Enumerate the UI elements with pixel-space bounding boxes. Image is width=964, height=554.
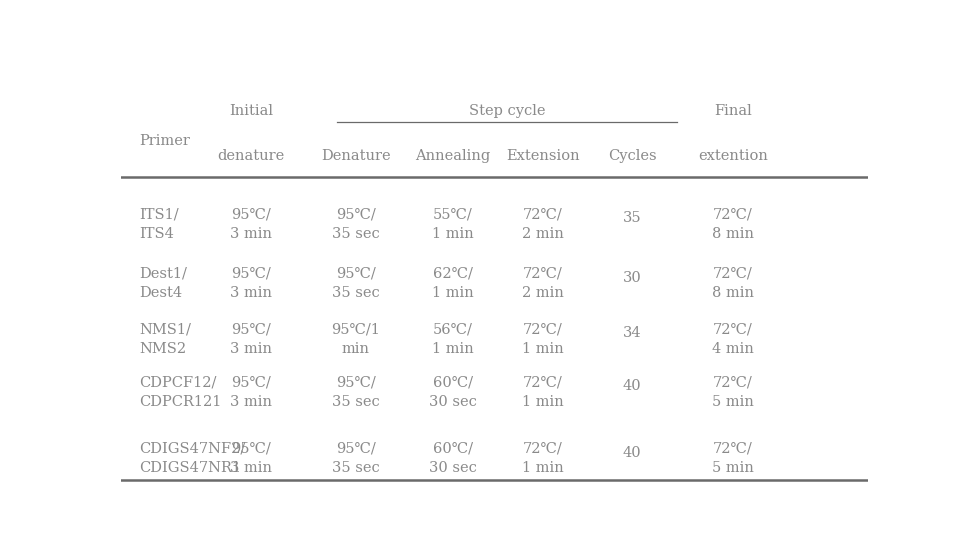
Text: 62℃/
1 min: 62℃/ 1 min [432, 267, 474, 300]
Text: CDPCF12/
CDPCR121: CDPCF12/ CDPCR121 [139, 376, 222, 409]
Text: Denature: Denature [321, 149, 390, 163]
Text: 35: 35 [623, 211, 642, 225]
Text: Cycles: Cycles [608, 149, 656, 163]
Text: 34: 34 [623, 326, 642, 340]
Text: 95℃/
35 sec: 95℃/ 35 sec [332, 207, 380, 241]
Text: 95℃/
3 min: 95℃/ 3 min [230, 442, 272, 475]
Text: Annealing: Annealing [415, 149, 491, 163]
Text: 95℃/
35 sec: 95℃/ 35 sec [332, 376, 380, 409]
Text: ITS1/
ITS4: ITS1/ ITS4 [139, 207, 178, 241]
Text: 95℃/
35 sec: 95℃/ 35 sec [332, 267, 380, 300]
Text: 72℃/
1 min: 72℃/ 1 min [522, 376, 564, 409]
Text: 56℃/
1 min: 56℃/ 1 min [432, 322, 474, 356]
Text: 30: 30 [623, 271, 642, 285]
Text: 72℃/
5 min: 72℃/ 5 min [712, 376, 754, 409]
Text: 95℃/
3 min: 95℃/ 3 min [230, 322, 272, 356]
Text: 72℃/
5 min: 72℃/ 5 min [712, 442, 754, 475]
Text: Final: Final [714, 104, 752, 118]
Text: 72℃/
1 min: 72℃/ 1 min [522, 442, 564, 475]
Text: 40: 40 [623, 445, 642, 459]
Text: 95℃/
35 sec: 95℃/ 35 sec [332, 442, 380, 475]
Text: NMS1/
NMS2: NMS1/ NMS2 [139, 322, 191, 356]
Text: 60℃/
30 sec: 60℃/ 30 sec [429, 442, 477, 475]
Text: 95℃/
3 min: 95℃/ 3 min [230, 267, 272, 300]
Text: extention: extention [698, 149, 768, 163]
Text: 72℃/
1 min: 72℃/ 1 min [522, 322, 564, 356]
Text: 72℃/
2 min: 72℃/ 2 min [522, 207, 564, 241]
Text: Step cycle: Step cycle [469, 104, 546, 118]
Text: 55℃/
1 min: 55℃/ 1 min [432, 207, 474, 241]
Text: 95℃/
3 min: 95℃/ 3 min [230, 376, 272, 409]
Text: denature: denature [218, 149, 285, 163]
Text: 40: 40 [623, 379, 642, 393]
Text: 72℃/
8 min: 72℃/ 8 min [712, 267, 754, 300]
Text: CDIGS47NF2/
CDIGS47NR1: CDIGS47NF2/ CDIGS47NR1 [139, 442, 246, 475]
Text: 95℃/
3 min: 95℃/ 3 min [230, 207, 272, 241]
Text: Dest1/
Dest4: Dest1/ Dest4 [139, 267, 187, 300]
Text: Primer: Primer [139, 134, 190, 148]
Text: Initial: Initial [229, 104, 273, 118]
Text: 72℃/
8 min: 72℃/ 8 min [712, 207, 754, 241]
Text: 95℃/1
min: 95℃/1 min [332, 322, 380, 356]
Text: Extension: Extension [506, 149, 579, 163]
Text: 72℃/
4 min: 72℃/ 4 min [712, 322, 754, 356]
Text: 60℃/
30 sec: 60℃/ 30 sec [429, 376, 477, 409]
Text: 72℃/
2 min: 72℃/ 2 min [522, 267, 564, 300]
